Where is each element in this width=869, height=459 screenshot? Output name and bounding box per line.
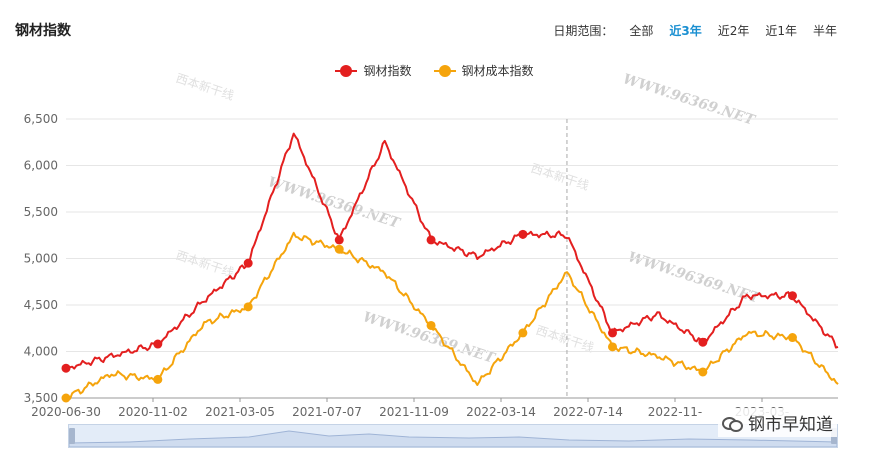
data-point (243, 302, 253, 312)
x-tick-label: 2022-11- (648, 405, 702, 419)
x-tick-label: 2021-11-09 (379, 405, 449, 419)
date-range-label: 日期范围： (553, 24, 614, 38)
range-3y-button[interactable]: 近3年 (669, 24, 702, 38)
slider-handle-left[interactable] (69, 428, 75, 444)
data-point (607, 342, 617, 352)
legend-label-cost: 钢材成本指数 (461, 64, 534, 78)
data-point (698, 367, 708, 377)
watermark-badge: 钢市早知道 (718, 408, 837, 437)
x-tick-label: 2020-11-02 (118, 405, 188, 419)
legend-label-steel: 钢材指数 (363, 64, 412, 78)
legend-item-steel[interactable]: 钢材指数 (335, 62, 412, 79)
y-tick-label: 5,000 (24, 252, 58, 266)
data-point (518, 328, 528, 338)
date-range-selector: 日期范围： 全部 近3年 近2年 近1年 半年 (553, 22, 837, 39)
legend-swatch-cost (433, 64, 456, 77)
data-point (243, 258, 253, 268)
legend-item-cost[interactable]: 钢材成本指数 (433, 62, 534, 79)
x-tick-label: 2020-06-30 (31, 405, 101, 419)
data-point (61, 393, 71, 403)
page-title: 钢材指数 (15, 23, 71, 39)
y-tick-label: 6,500 (24, 112, 58, 126)
wechat-icon (722, 415, 743, 432)
data-point (607, 328, 617, 338)
data-point (787, 333, 797, 343)
range-1y-button[interactable]: 近1年 (765, 24, 797, 38)
chart-legend: 钢材指数 钢材成本指数 (0, 62, 869, 79)
data-point (698, 337, 708, 347)
y-tick-label: 6,000 (24, 159, 58, 173)
legend-swatch-steel (335, 64, 358, 77)
data-zoom-slider[interactable] (68, 424, 838, 448)
slider-preview (69, 430, 837, 447)
range-all-button[interactable]: 全部 (629, 24, 654, 38)
data-point (334, 244, 344, 254)
data-point (61, 363, 71, 373)
y-tick-label: 5,500 (24, 205, 58, 219)
data-point (426, 320, 436, 330)
x-tick-label: 2022-07-14 (553, 405, 623, 419)
y-tick-label: 4,500 (24, 298, 58, 312)
data-point (334, 235, 344, 245)
data-point (153, 374, 163, 384)
data-point (518, 229, 528, 239)
badge-label: 钢市早知道 (748, 415, 833, 435)
y-tick-label: 4,000 (24, 345, 58, 359)
series-line-steel (65, 132, 839, 370)
range-half-year-button[interactable]: 半年 (812, 24, 837, 38)
y-tick-label: 3,500 (24, 391, 58, 405)
data-point (153, 339, 163, 349)
x-tick-label: 2022-03-14 (466, 405, 536, 419)
x-tick-label: 2021-03-05 (205, 405, 275, 419)
data-point (787, 291, 797, 301)
x-tick-label: 2021-07-07 (292, 405, 362, 419)
data-point (426, 235, 436, 245)
range-2y-button[interactable]: 近2年 (717, 24, 750, 38)
series-line-cost (65, 231, 839, 400)
